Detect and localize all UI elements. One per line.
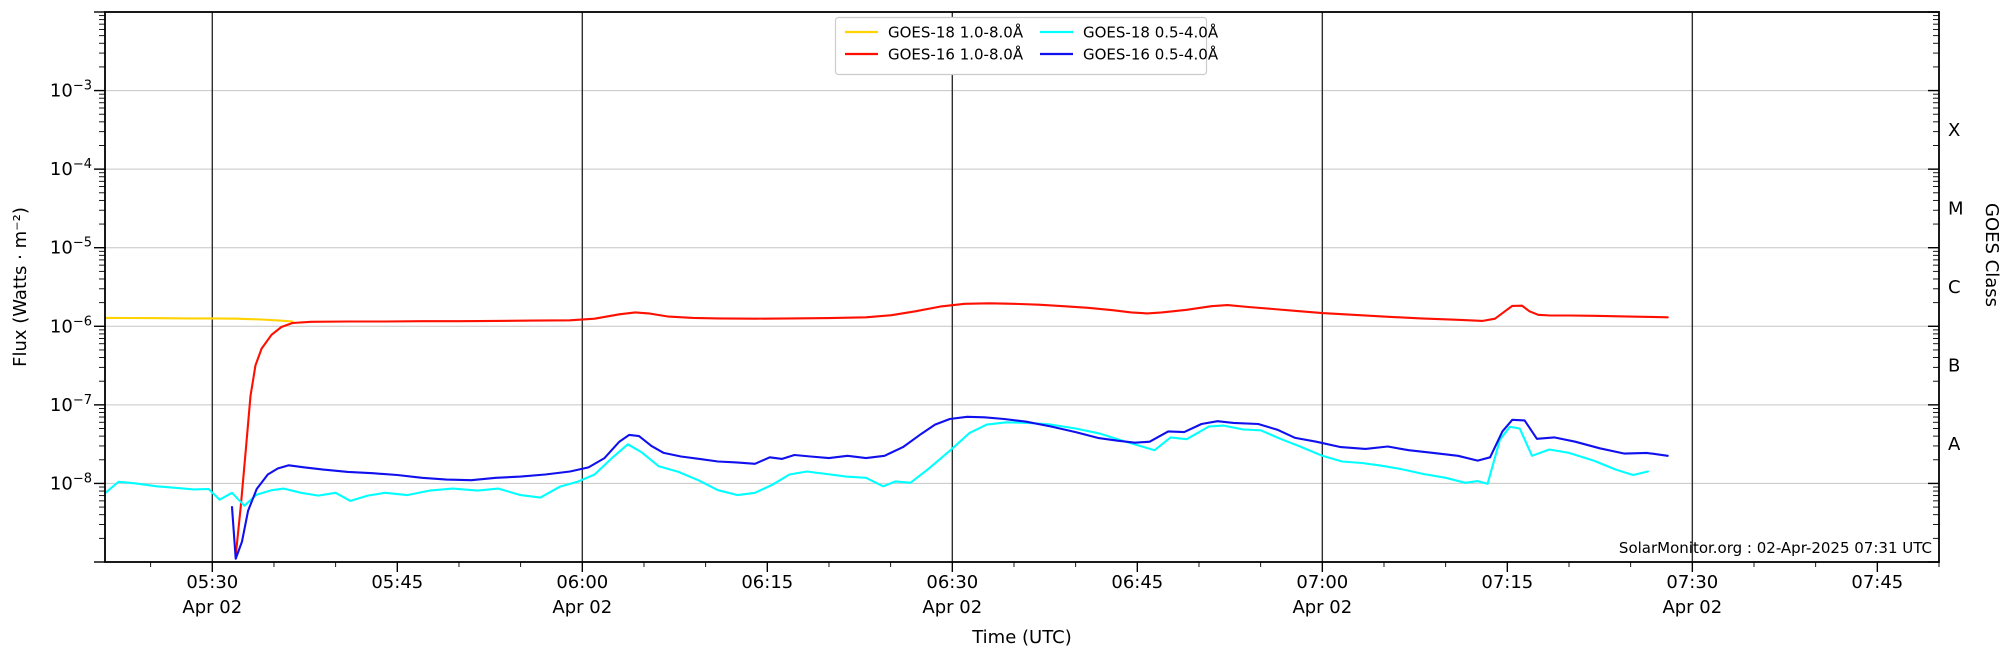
x-tick-label-07:45: 07:45 bbox=[1851, 572, 1903, 593]
legend-label-4: GOES-16 0.5-4.0Å bbox=[1083, 45, 1219, 64]
x-tick-date-label: Apr 02 bbox=[552, 597, 612, 618]
goes-class-label-A: A bbox=[1948, 434, 1961, 455]
series-line-goes-18-1.0-8.0- bbox=[103, 316, 294, 323]
x-tick-label-07:00: 07:00 bbox=[1296, 572, 1348, 593]
y-tick-label-1e-6: 10−6 bbox=[50, 314, 92, 337]
vertical-gridlines bbox=[211, 12, 1694, 562]
plot-frame bbox=[104, 11, 1940, 563]
legend: GOES-18 1.0-8.0Å GOES-16 1.0-8.0Å GOES-18 … bbox=[834, 16, 1219, 76]
series-line-goes-16-1.0-8.0- bbox=[234, 302, 1669, 557]
y-tick-label-1e-4: 10−4 bbox=[50, 157, 92, 180]
x-tick-label-07:15: 07:15 bbox=[1481, 572, 1533, 593]
source-timestamp-annotation: SolarMonitor.org : 02-Apr-2025 07:31 UTC bbox=[1619, 539, 1932, 557]
series-line-goes-18-0.5-4.0- bbox=[103, 421, 1649, 507]
goes-class-letter-labels: X M C B A bbox=[1948, 120, 1964, 455]
x-tick-label-06:45: 06:45 bbox=[1111, 572, 1163, 593]
y-tick-label-1e-5: 10−5 bbox=[50, 236, 92, 259]
data-series bbox=[103, 302, 1669, 560]
y-axis-title: Flux (Watts · m⁻²) bbox=[10, 207, 31, 367]
x-tick-label-06:30: 06:30 bbox=[926, 572, 978, 593]
horizontal-gridlines bbox=[105, 90, 1939, 484]
plot-area bbox=[105, 12, 1939, 562]
x-tick-label-05:30: 05:30 bbox=[186, 572, 238, 593]
goes-class-label-M: M bbox=[1948, 198, 1964, 219]
x-tick-date-label: Apr 02 bbox=[182, 597, 242, 618]
x-tick-date-label: Apr 02 bbox=[1662, 597, 1722, 618]
legend-label-1: GOES-18 1.0-8.0Å bbox=[888, 23, 1024, 42]
series-line-goes-16-0.5-4.0- bbox=[230, 415, 1669, 560]
y-tick-label-1e-8: 10−8 bbox=[50, 471, 92, 494]
goes-class-label-X: X bbox=[1948, 120, 1960, 141]
goes-class-label-C: C bbox=[1948, 277, 1961, 298]
y-tick-labels: 10−3 10−4 10−5 10−6 10−7 10−8 bbox=[50, 79, 92, 495]
x-tick-label-07:30: 07:30 bbox=[1666, 572, 1718, 593]
goes-class-label-B: B bbox=[1948, 356, 1960, 377]
x-tick-label-06:15: 06:15 bbox=[741, 572, 793, 593]
y-tick-label-1e-3: 10−3 bbox=[50, 79, 92, 102]
x-tick-date-label: Apr 02 bbox=[922, 597, 982, 618]
x-axis-title: Time (UTC) bbox=[971, 627, 1072, 648]
x-tick-labels: 05:30 Apr 02 05:45 06:00 Apr 02 06:15 06:30 Apr… bbox=[182, 572, 1903, 618]
legend-label-2: GOES-16 1.0-8.0Å bbox=[888, 45, 1024, 64]
y-tick-label-1e-7: 10−7 bbox=[50, 393, 92, 416]
right-axis-title: GOES Class bbox=[1981, 203, 2000, 307]
x-tick-label-06:00: 06:00 bbox=[556, 572, 608, 593]
legend-label-3: GOES-18 0.5-4.0Å bbox=[1083, 23, 1219, 42]
x-tick-label-05:45: 05:45 bbox=[371, 572, 423, 593]
x-tick-date-label: Apr 02 bbox=[1292, 597, 1352, 618]
legend-box bbox=[834, 16, 1208, 76]
